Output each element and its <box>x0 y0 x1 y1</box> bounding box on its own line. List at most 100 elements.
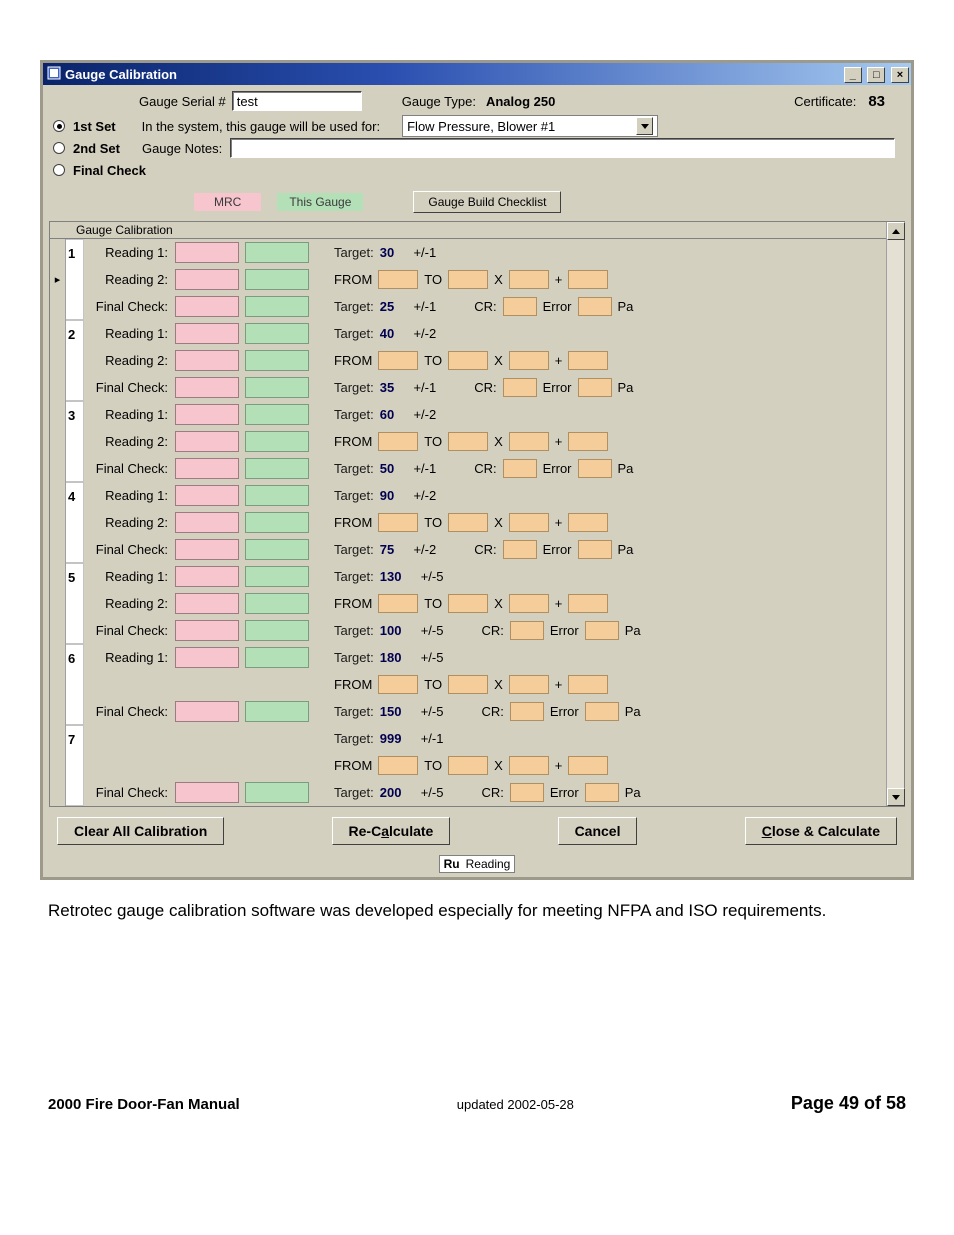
from-value[interactable] <box>378 756 418 775</box>
mrc-input[interactable] <box>175 323 239 344</box>
plus-value[interactable] <box>568 513 608 532</box>
plus-value[interactable] <box>568 756 608 775</box>
error-label: Error <box>543 299 572 314</box>
mrc-input[interactable] <box>175 485 239 506</box>
to-value[interactable] <box>448 432 488 451</box>
x-value[interactable] <box>509 513 549 532</box>
mrc-input[interactable] <box>175 782 239 803</box>
cr-value[interactable] <box>503 540 537 559</box>
build-checklist-button[interactable]: Gauge Build Checklist <box>413 191 561 213</box>
from-value[interactable] <box>378 513 418 532</box>
mrc-input[interactable] <box>175 404 239 425</box>
gauge-input[interactable] <box>245 323 309 344</box>
gauge-input[interactable] <box>245 404 309 425</box>
to-value[interactable] <box>448 756 488 775</box>
scrollbar-vertical[interactable] <box>886 222 904 806</box>
mrc-input[interactable] <box>175 566 239 587</box>
cr-value[interactable] <box>510 621 544 640</box>
mrc-input[interactable] <box>175 539 239 560</box>
radio-2nd-set[interactable] <box>53 142 65 154</box>
gauge-input[interactable] <box>245 431 309 452</box>
to-value[interactable] <box>448 675 488 694</box>
recalculate-button[interactable]: Re-Calculate <box>332 817 451 845</box>
cr-value[interactable] <box>503 459 537 478</box>
to-value[interactable] <box>448 513 488 532</box>
mrc-input[interactable] <box>175 620 239 641</box>
x-value[interactable] <box>509 594 549 613</box>
gauge-input[interactable] <box>245 377 309 398</box>
mrc-input[interactable] <box>175 296 239 317</box>
error-label: Error <box>543 461 572 476</box>
error-value[interactable] <box>578 378 612 397</box>
plus-value[interactable] <box>568 270 608 289</box>
mrc-input[interactable] <box>175 377 239 398</box>
x-value[interactable] <box>509 756 549 775</box>
serial-input[interactable] <box>232 91 362 111</box>
x-value[interactable] <box>509 675 549 694</box>
mrc-input[interactable] <box>175 701 239 722</box>
maximize-button[interactable]: □ <box>867 67 885 83</box>
mrc-input[interactable] <box>175 458 239 479</box>
from-value[interactable] <box>378 351 418 370</box>
from-value[interactable] <box>378 675 418 694</box>
mrc-input[interactable] <box>175 242 239 263</box>
gauge-input[interactable] <box>245 782 309 803</box>
cancel-button[interactable]: Cancel <box>558 817 638 845</box>
plus-value[interactable] <box>568 675 608 694</box>
close-calculate-button[interactable]: Close & Calculate <box>745 817 897 845</box>
mrc-input[interactable] <box>175 350 239 371</box>
radio-final-check[interactable] <box>53 164 65 176</box>
mrc-input[interactable] <box>175 512 239 533</box>
error-value[interactable] <box>578 297 612 316</box>
x-value[interactable] <box>509 351 549 370</box>
to-value[interactable] <box>448 270 488 289</box>
error-value[interactable] <box>585 783 619 802</box>
cr-value[interactable] <box>503 378 537 397</box>
mrc-input[interactable] <box>175 269 239 290</box>
clear-all-button[interactable]: Clear All Calibration <box>57 817 224 845</box>
error-value[interactable] <box>585 702 619 721</box>
x-value[interactable] <box>509 270 549 289</box>
cr-label: CR: <box>481 704 503 719</box>
gauge-input[interactable] <box>245 539 309 560</box>
from-value[interactable] <box>378 432 418 451</box>
minimize-button[interactable]: _ <box>844 67 862 83</box>
plus-value[interactable] <box>568 351 608 370</box>
scroll-down-icon[interactable] <box>887 788 905 806</box>
used-for-select[interactable]: Flow Pressure, Blower #1 <box>402 115 658 137</box>
x-value[interactable] <box>509 432 549 451</box>
gauge-input[interactable] <box>245 647 309 668</box>
notes-input[interactable] <box>230 138 895 158</box>
cr-value[interactable] <box>510 702 544 721</box>
cr-value[interactable] <box>510 783 544 802</box>
mrc-input[interactable] <box>175 593 239 614</box>
mrc-input[interactable] <box>175 431 239 452</box>
error-value[interactable] <box>578 459 612 478</box>
close-x-button[interactable]: × <box>891 67 909 83</box>
gauge-input[interactable] <box>245 593 309 614</box>
gauge-input[interactable] <box>245 485 309 506</box>
gauge-input[interactable] <box>245 350 309 371</box>
from-value[interactable] <box>378 594 418 613</box>
gauge-input[interactable] <box>245 242 309 263</box>
mrc-input[interactable] <box>175 647 239 668</box>
gauge-input[interactable] <box>245 296 309 317</box>
error-value[interactable] <box>578 540 612 559</box>
plus-value[interactable] <box>568 432 608 451</box>
scroll-up-icon[interactable] <box>887 222 905 240</box>
error-value[interactable] <box>585 621 619 640</box>
radio-1st-set[interactable] <box>53 120 65 132</box>
chevron-down-icon[interactable] <box>636 117 653 135</box>
gauge-input[interactable] <box>245 701 309 722</box>
plus-value[interactable] <box>568 594 608 613</box>
from-value[interactable] <box>378 270 418 289</box>
to-value[interactable] <box>448 351 488 370</box>
gauge-input[interactable] <box>245 458 309 479</box>
gauge-input[interactable] <box>245 269 309 290</box>
tolerance-value: +/-1 <box>421 731 444 746</box>
gauge-input[interactable] <box>245 620 309 641</box>
to-value[interactable] <box>448 594 488 613</box>
gauge-input[interactable] <box>245 566 309 587</box>
gauge-input[interactable] <box>245 512 309 533</box>
cr-value[interactable] <box>503 297 537 316</box>
